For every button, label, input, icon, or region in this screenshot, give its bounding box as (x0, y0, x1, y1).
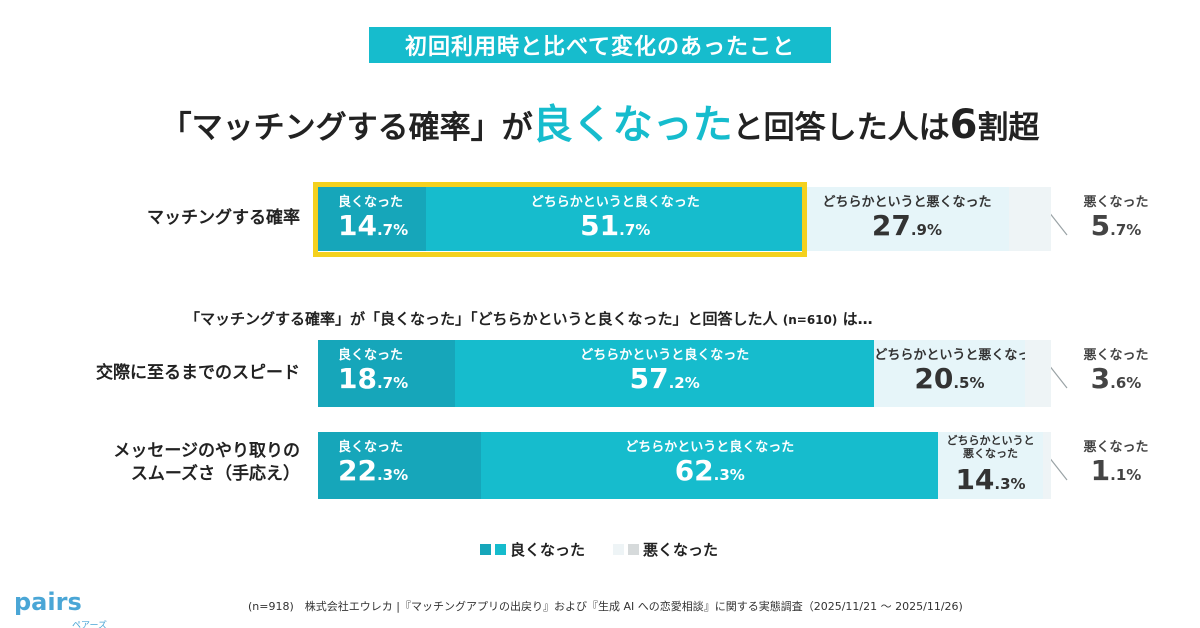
logo-word: pairs (14, 588, 82, 616)
segment-value-dec: .7% (1110, 221, 1142, 239)
segment-value: 22.3% (318, 454, 481, 487)
segment-label-line: どちらかというと (946, 434, 1035, 447)
sub-note-text2: は… (842, 310, 873, 328)
segment-label: 悪くなった (1083, 440, 1149, 455)
bar-segment: 良くなった 22.3% (318, 432, 482, 499)
segment-label: どちらかというと良くなった (625, 440, 795, 455)
segment-value-dec: .3% (994, 475, 1026, 493)
main-title: 「マッチングする確率」が良くなったと回答した人は6割超 (0, 92, 1200, 150)
category-label-line: マッチングする確率 (147, 208, 300, 228)
legend-good: 良くなった (480, 539, 585, 560)
bar-segment: どちらかというと悪くなった 20.5% (874, 340, 1044, 407)
segment-value-int: 62 (674, 454, 714, 487)
segment-label: 良くなった (338, 440, 404, 455)
segment-value-int: 57 (629, 362, 669, 395)
segment-value-dec: .7% (376, 221, 409, 239)
segment-value-dec: .7% (376, 374, 409, 392)
segment-label: どちらかというと悪くなった (822, 195, 992, 210)
segment-label: どちらかというと良くなった (530, 195, 700, 210)
sub-note-n: (n=610) (782, 313, 838, 327)
sub-note-text1: 「マッチングする確率」が「良くなった」「どちらかというと良くなった」と回答した人 (185, 310, 778, 328)
legend-good-label: 良くなった (510, 541, 586, 559)
category-label-line: スムーズさ（手応え） (130, 463, 300, 484)
legend-bad: 悪くなった (613, 539, 718, 560)
segment-label: 良くなった (338, 348, 404, 363)
segment-label: どちらかというと良くなった (580, 348, 750, 363)
segment-value: 14.3% (938, 463, 1043, 496)
segment-value: 18.7% (318, 362, 455, 395)
sub-note: 「マッチングする確率」が「良くなった」「どちらかというと良くなった」と回答した人… (185, 308, 873, 329)
title-part2: と回答した人は (732, 110, 950, 146)
segment-value-int: 14 (955, 463, 995, 496)
segment-value-dec: .5% (953, 374, 985, 392)
title-number: 6 (949, 102, 978, 148)
bar-segment: どちらかというと良くなった 57.2% (455, 340, 875, 407)
segment-value-int: 5 (1090, 209, 1111, 242)
segment-value-int: 27 (871, 209, 911, 242)
segment-value-dec: .6% (1110, 374, 1142, 392)
bar-segment: どちらかというと良くなった 62.3% (481, 432, 939, 499)
segment-value-dec: .7% (619, 221, 651, 239)
bar-segment: 良くなった 18.7% (318, 340, 456, 407)
bar-segment-outer-label: 悪くなった 1.1% (1061, 432, 1171, 499)
legend: 良くなった 悪くなった (480, 539, 718, 560)
category-label-line: 交際に至るまでのスピード (96, 363, 300, 383)
segment-value: 51.7% (426, 209, 805, 242)
segment-value: 14.7% (318, 209, 426, 242)
bar-segment: 良くなった 14.7% (318, 187, 426, 251)
bar-segment (1042, 432, 1051, 499)
segment-value: 3.6% (1061, 362, 1171, 395)
bar-segment (1009, 187, 1051, 251)
bar-segment: どちらかというと 悪くなった 14.3% (938, 432, 1043, 499)
headline-tag: 初回利用時と比べて変化のあったこと (369, 27, 831, 63)
segment-value: 1.1% (1061, 454, 1171, 487)
title-part3: 割超 (977, 110, 1040, 146)
segment-value: 62.3% (481, 454, 938, 487)
legend-bad-label: 悪くなった (643, 541, 719, 559)
bar-segment: どちらかというと良くなった 51.7% (425, 187, 805, 251)
title-highlight: 良くなった (532, 102, 733, 148)
legend-good-swatch (495, 544, 506, 555)
bar-segment: どちらかというと悪くなった 27.9% (804, 187, 1010, 251)
legend-good-swatch-dark (480, 544, 491, 555)
category-label: 交際に至るまでのスピード (0, 362, 300, 385)
segment-value-int: 20 (914, 362, 954, 395)
segment-value-dec: .3% (376, 466, 409, 484)
segment-value: 57.2% (455, 362, 874, 395)
segment-value-int: 51 (580, 209, 620, 242)
category-label: メッセージのやり取りの スムーズさ（手応え） (0, 440, 300, 486)
segment-value-int: 18 (338, 362, 377, 395)
segment-value-dec: .3% (713, 466, 745, 484)
segment-value-int: 14 (338, 209, 377, 242)
legend-bad-swatch-light (613, 544, 625, 555)
segment-value: 27.9% (805, 209, 1010, 242)
logo-kana: ペアーズ (72, 621, 108, 628)
segment-value: 20.5% (874, 362, 1024, 395)
title-part1: 「マッチングする確率」が (160, 110, 533, 146)
segment-label: 悪くなった (1083, 195, 1149, 210)
segment-value-int: 1 (1090, 454, 1111, 487)
segment-value-dec: .1% (1110, 466, 1142, 484)
footnote: (n=918) 株式会社エウレカ |『マッチングアプリの出戻り』および『生成 A… (248, 600, 963, 613)
segment-label: 良くなった (338, 195, 404, 210)
bar-segment-outer-label: 悪くなった 3.6% (1061, 340, 1171, 407)
pairs-logo: pairs ペアーズ (14, 588, 107, 628)
segment-value: 5.7% (1061, 209, 1171, 242)
category-label-line: メッセージのやり取りの (113, 441, 300, 461)
segment-value-dec: .9% (910, 221, 943, 239)
category-label: マッチングする確率 (0, 207, 300, 230)
segment-value-int: 3 (1090, 362, 1111, 395)
segment-label-line: 悪くなった (963, 447, 1019, 461)
legend-bad-swatch (628, 544, 640, 555)
segment-label: どちらかというと悪くなった (874, 348, 1044, 363)
highlight-box (313, 182, 807, 257)
segment-value-dec: .2% (668, 374, 700, 392)
bar-segment-outer-label: 悪くなった 5.7% (1061, 187, 1171, 251)
segment-label: どちらかというと悪くなった (938, 434, 1043, 460)
segment-label: 悪くなった (1083, 348, 1149, 363)
segment-value-int: 22 (338, 454, 377, 487)
bar-segment (1024, 340, 1051, 407)
